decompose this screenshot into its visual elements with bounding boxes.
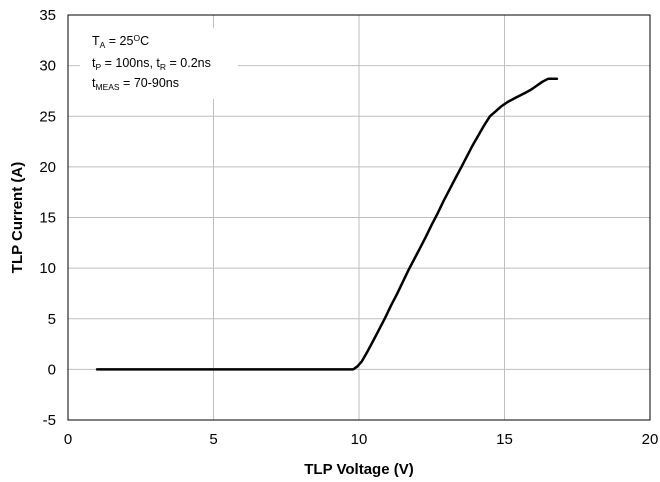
x-tick-label: 20 [642, 431, 659, 448]
x-tick-label: 15 [496, 431, 513, 448]
x-axis-label: TLP Voltage (V) [304, 461, 413, 478]
annotation-box: TA = 25OC tP = 100ns, tR = 0.2ns tMEAS = 7… [80, 28, 238, 99]
annotation-line: tMEAS = 70-90ns [92, 76, 179, 92]
y-tick-label: 15 [39, 210, 56, 227]
y-tick-label: 20 [39, 159, 56, 176]
tick-labels: -5 0 5 10 15 20 25 30 35 0 5 10 15 20 [39, 7, 658, 448]
y-tick-label: 10 [39, 260, 56, 277]
y-axis-label: TLP Current (A) [9, 162, 26, 273]
annotation-line: TA = 25OC [92, 33, 149, 50]
x-tick-label: 5 [209, 431, 217, 448]
y-tick-label: 0 [48, 361, 56, 378]
annotation-background [80, 28, 238, 99]
y-tick-label: 30 [39, 58, 56, 75]
plot-frame [67, 14, 651, 421]
y-tick-label: 5 [48, 311, 56, 328]
x-tick-label: 0 [64, 431, 72, 448]
y-tick-label: 25 [39, 108, 56, 125]
series [95, 77, 559, 371]
series-line [95, 77, 559, 371]
y-tick-label: -5 [43, 412, 56, 429]
y-tick-label: 35 [39, 7, 56, 24]
x-tick-label: 10 [351, 431, 368, 448]
annotation-line: tP = 100ns, tR = 0.2ns [92, 56, 211, 72]
